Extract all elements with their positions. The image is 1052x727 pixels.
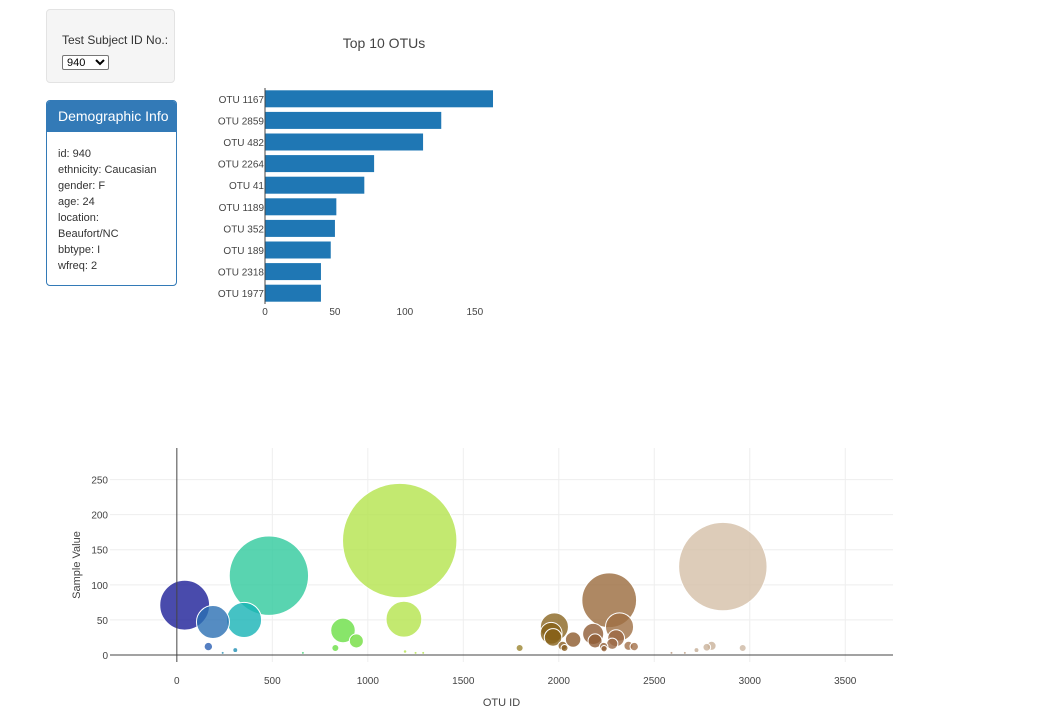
bar: [265, 90, 494, 108]
bubble-y-tick-label: 200: [91, 511, 108, 522]
bar: [265, 133, 424, 151]
bubble: [515, 643, 524, 652]
bubble: [702, 642, 712, 652]
bar-x-tick-label: 100: [397, 307, 414, 318]
demographic-line: gender: F: [58, 180, 106, 192]
bubble: [228, 535, 310, 616]
bubble-x-tick-label: 2500: [643, 676, 666, 687]
bubble-x-tick-label: 0: [174, 676, 180, 687]
demographic-line: ethnicity: Caucasian: [58, 164, 157, 176]
bubble: [606, 637, 619, 650]
bubble-y-tick-label: 250: [91, 476, 108, 487]
demographic-panel-body: id: 940 ethnicity: Caucasian gender: F a…: [47, 132, 176, 274]
bubble: [203, 641, 214, 652]
bar-category-label: OTU 2264: [218, 160, 265, 171]
bubble-x-tick-label: 3500: [834, 676, 857, 687]
demographic-line: Beaufort/NC: [58, 228, 119, 240]
bubble: [738, 643, 747, 652]
bar: [265, 111, 442, 129]
bar: [265, 284, 321, 302]
bar: [265, 176, 365, 194]
bubble: [330, 617, 356, 644]
bubble: [587, 633, 603, 649]
bubble: [348, 633, 364, 649]
bubble: [342, 482, 458, 599]
demographic-line: id: 940: [58, 148, 92, 160]
bubble: [331, 643, 340, 652]
bar-category-label: OTU 1189: [219, 203, 265, 214]
bar-category-label: OTU 1977: [218, 289, 265, 300]
demographic-panel-title: Demographic Info: [47, 101, 176, 132]
bubble: [402, 649, 408, 654]
bubble: [543, 628, 563, 647]
bar-category-label: OTU 1167: [219, 95, 265, 106]
bubble: [232, 647, 239, 654]
bubble: [300, 650, 305, 655]
bubble: [195, 605, 230, 639]
bubble-y-axis-title: Sample Value: [71, 531, 83, 599]
bar-x-tick-label: 150: [466, 307, 483, 318]
bar-category-label: OTU 2318: [218, 268, 265, 279]
bar: [265, 155, 375, 173]
bar: [265, 241, 331, 259]
bubble: [564, 631, 582, 648]
bar-category-label: OTU 352: [223, 224, 264, 235]
bubble-x-tick-label: 500: [264, 676, 281, 687]
bubble-x-axis-title: OTU ID: [483, 697, 520, 709]
demographic-line: bbtype: I: [58, 244, 101, 256]
bar-x-tick-label: 50: [329, 307, 341, 318]
bubble-y-tick-label: 150: [91, 546, 108, 557]
subject-id-select[interactable]: 940: [62, 55, 109, 70]
bubble-x-tick-label: 1500: [452, 676, 475, 687]
bar-category-label: OTU 2859: [218, 116, 265, 127]
bubble: [560, 643, 569, 652]
demographic-line: age: 24: [58, 196, 95, 208]
bar: [265, 219, 335, 237]
bubble: [693, 647, 700, 654]
bubble-y-tick-label: 0: [102, 651, 108, 662]
bubble-x-tick-label: 1000: [357, 676, 380, 687]
bar-x-tick-label: 0: [262, 307, 268, 318]
bar-chart-title: Top 10 OTUs: [343, 35, 425, 51]
subject-id-label: Test Subject ID No.:: [62, 33, 169, 47]
bar: [265, 198, 337, 216]
bubble: [385, 600, 423, 638]
bar-category-label: OTU 482: [223, 138, 264, 149]
bubble: [220, 650, 225, 655]
bar: [265, 263, 321, 281]
bubble-y-tick-label: 50: [97, 616, 109, 627]
bubble: [678, 521, 768, 612]
top10-bar-chart: Top 10 OTUs OTU 1167 OTU 2859 OTU 482 OTU 22…: [218, 35, 494, 318]
bar-category-label: OTU 189: [223, 246, 264, 257]
bubble: [682, 650, 687, 655]
demographic-panel: Demographic Info id: 940 ethnicity: Cauc…: [46, 100, 177, 286]
bubble: [421, 650, 426, 655]
subject-selector-panel: Test Subject ID No.: 940: [46, 9, 175, 83]
bar-category-label: OTU 41: [229, 181, 264, 192]
demographic-line: location:: [58, 212, 99, 224]
bubble: [669, 650, 674, 655]
bubble-x-tick-label: 3000: [739, 676, 762, 687]
demographic-line: wfreq: 2: [58, 260, 98, 272]
bubble-y-tick-label: 100: [91, 581, 108, 592]
bubble: [600, 645, 608, 653]
bubble: [413, 650, 418, 655]
bubble-x-tick-label: 2000: [548, 676, 571, 687]
bubble: [629, 641, 639, 652]
bubble: [226, 601, 263, 638]
